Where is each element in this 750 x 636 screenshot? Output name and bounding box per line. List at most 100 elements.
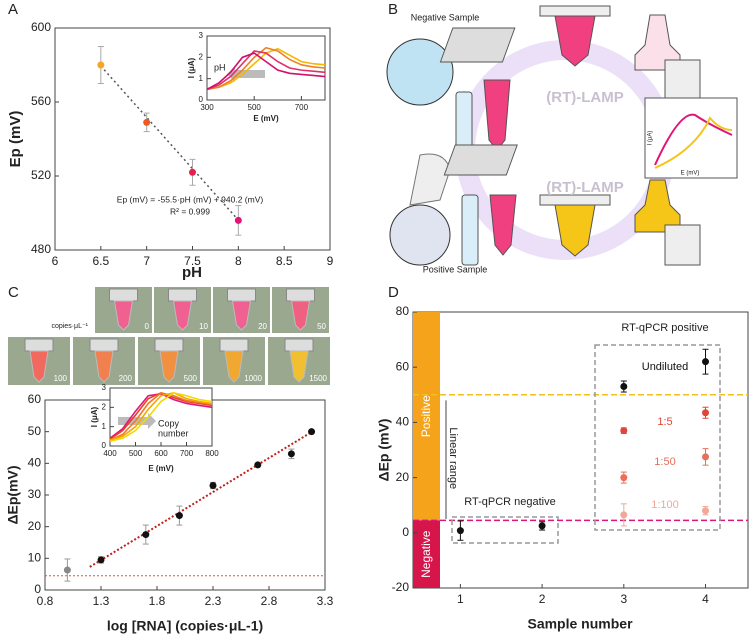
y-axis-label: ΔEp (mV): [376, 419, 392, 482]
y-tick-label: 3: [199, 31, 204, 40]
lamp-label: (RT)-LAMP: [546, 179, 623, 196]
y-axis-label: Ep (mV): [7, 111, 24, 168]
y-tick-label: 480: [31, 242, 51, 256]
y-tick-label: 1: [102, 422, 107, 431]
photo-label: 50: [317, 322, 326, 331]
series-label: Undiluted: [642, 361, 688, 373]
equation: R² = 0.999: [170, 206, 210, 216]
photo-tube: [29, 350, 49, 383]
arrow-label: Copy: [158, 418, 180, 428]
x-tick-label: 9: [327, 254, 334, 268]
photo-tube: [94, 350, 114, 383]
tube: [554, 204, 596, 257]
x-axis-label: pH: [182, 264, 202, 281]
point: [456, 527, 464, 535]
point: [63, 566, 71, 574]
photo-cap: [89, 338, 119, 352]
box-label: RT-qPCR negative: [464, 496, 556, 508]
photo-tube: [113, 300, 134, 331]
electrode: [539, 194, 611, 206]
point: [254, 461, 262, 469]
photo-label: 100: [54, 374, 68, 383]
y-axis-label: I (μA): [187, 57, 196, 78]
person: [409, 153, 451, 206]
x-tick-label: 700: [295, 103, 309, 112]
point: [538, 522, 546, 530]
y-axis-label: ΔEp(mV): [5, 465, 21, 524]
series-label: 1:5: [657, 416, 672, 428]
negative-sample-label: Negative Sample: [411, 12, 480, 22]
y-tick-label: 60: [396, 359, 410, 373]
point: [189, 168, 196, 176]
result-x-label: E (mV): [681, 171, 700, 177]
x-tick-label: 1.3: [93, 594, 110, 608]
y-tick-label: 0: [34, 582, 41, 596]
y-tick-label: 1: [199, 74, 204, 83]
point: [620, 383, 628, 391]
photo-label: 1000: [244, 374, 262, 383]
electrode: [539, 5, 611, 17]
x-tick-label: 8.5: [276, 254, 293, 268]
photo-cap: [109, 288, 138, 302]
x-tick-label: 4: [702, 592, 709, 606]
x-tick-label: 500: [248, 103, 262, 112]
sample-tube: [461, 194, 479, 266]
result-y-label: I (μA): [648, 131, 654, 146]
panel-label: B: [388, 1, 398, 18]
panel-label: D: [388, 284, 399, 301]
x-tick-label: 3.3: [317, 594, 334, 608]
plot-frame: [206, 35, 326, 101]
y-tick-label: 20: [396, 470, 410, 484]
y-tick-label: 2: [199, 52, 204, 61]
x-tick-label: 6.5: [92, 254, 109, 268]
equation: Ep (mV) = -55.5·pH (mV) + 940.2 (mV): [117, 194, 264, 204]
x-tick-label: 800: [205, 449, 219, 458]
point: [143, 118, 151, 126]
photo-label: 20: [258, 322, 267, 331]
group-box: [594, 344, 721, 531]
lamp-label: (RT)-LAMP: [546, 89, 623, 106]
photo-cap: [154, 338, 184, 352]
point: [702, 358, 710, 366]
band-label: Positive: [419, 395, 433, 437]
y-tick-label: 20: [28, 519, 42, 533]
y-tick-label: 10: [28, 551, 42, 565]
photo-label: 1500: [309, 374, 327, 383]
x-tick-label: 2.3: [205, 594, 222, 608]
y-tick-label: 600: [31, 20, 51, 34]
lamp-tube: [489, 194, 517, 256]
strip: [664, 59, 701, 101]
curve: [109, 391, 213, 442]
photo-tube: [290, 300, 311, 331]
series-label: 1:100: [651, 499, 679, 511]
y-tick-label: 40: [396, 415, 410, 429]
y-tick-label: 40: [28, 456, 42, 470]
y-tick-label: 560: [31, 94, 51, 108]
curve: [654, 116, 733, 169]
x-tick-label: 7: [143, 254, 150, 268]
x-axis-label: E (mV): [148, 464, 174, 473]
point: [702, 409, 710, 417]
curve: [206, 50, 326, 91]
x-tick-label: 700: [180, 449, 194, 458]
diagram: Negative Sample Positive Sample (RT)-LAM…: [386, 5, 738, 274]
x-axis-label: Sample number: [527, 616, 633, 632]
point: [620, 511, 628, 519]
point: [142, 531, 150, 539]
strip: [664, 224, 701, 266]
photo-tube: [159, 350, 179, 383]
arrow-label: pH: [214, 62, 226, 72]
point: [620, 474, 628, 482]
photo-cap: [24, 338, 54, 352]
photo-cap: [284, 338, 314, 352]
cartridge: [443, 144, 518, 176]
band-label: Negative: [419, 530, 433, 578]
positive-sample-label: Positive Sample: [423, 264, 488, 274]
photo-label: 200: [119, 374, 133, 383]
y-tick-label: 2: [102, 402, 107, 411]
photo-unit: copies·μL⁻¹: [51, 323, 88, 330]
curve: [654, 113, 733, 166]
photo-tube: [231, 300, 252, 331]
photo-cap: [286, 288, 315, 302]
